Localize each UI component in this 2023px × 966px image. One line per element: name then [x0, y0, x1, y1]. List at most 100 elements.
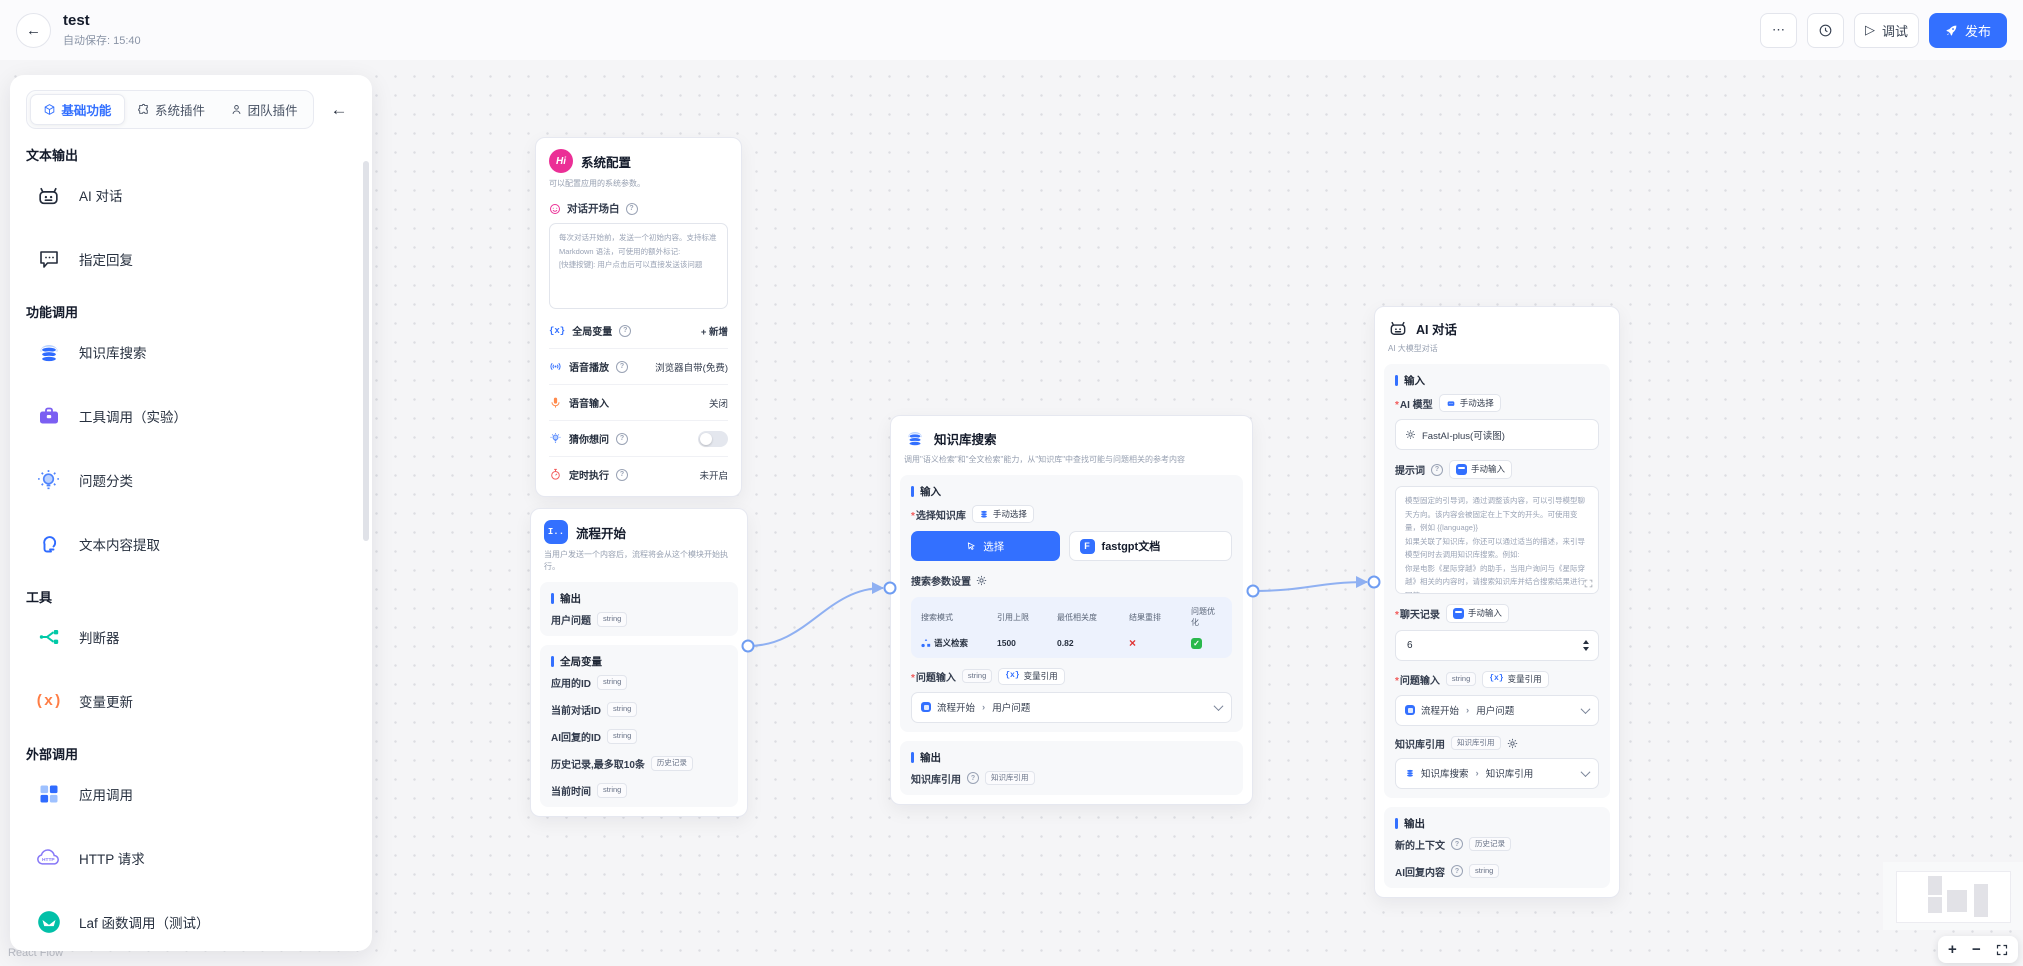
fastgpt-logo: [1079, 538, 1095, 554]
setting-row-tts[interactable]: 语音播放 浏览器自带(免费): [549, 348, 728, 384]
setting-row-voice-input[interactable]: 语音输入 关闭: [549, 384, 728, 420]
choose-dataset-button[interactable]: 选择: [911, 531, 1060, 561]
step-up-icon[interactable]: [1583, 640, 1589, 644]
badge-label: 变量引用: [1023, 671, 1058, 681]
history-value-input[interactable]: [1405, 639, 1583, 652]
search-params-table[interactable]: 搜索模式 引用上限 最低相关度 结果重排 问题优化 语义检索 1500 0.82: [911, 597, 1232, 658]
sidebar-item-dataset-search[interactable]: 知识库搜索: [26, 329, 356, 375]
handle-dataset-search-source[interactable]: [1246, 584, 1260, 598]
col-header: 最低相关度: [1057, 612, 1097, 622]
history-button[interactable]: [1806, 12, 1844, 48]
back-button[interactable]: ←: [16, 12, 51, 48]
prompt-textarea[interactable]: [1395, 486, 1599, 594]
flow-start-icon: [544, 520, 568, 544]
section-title: 输出: [1404, 817, 1425, 830]
sidebar-item-laf-function[interactable]: Laf 函数调用（测试）: [26, 899, 356, 945]
more-button[interactable]: ⋯: [1759, 12, 1797, 48]
item-label: Laf 函数调用（测试）: [79, 916, 210, 931]
type-tag: string: [597, 675, 628, 690]
item-label: 应用调用: [79, 788, 133, 803]
collapse-sidebar-button[interactable]: ←: [322, 93, 356, 127]
expand-icon[interactable]: [1584, 579, 1593, 588]
manual-select-badge[interactable]: 手动选择: [971, 505, 1034, 523]
dataset-mini-icon: [1407, 769, 1413, 777]
sidebar-item-classifier[interactable]: 判断器: [26, 614, 356, 660]
help-icon: [967, 772, 979, 784]
debug-button[interactable]: ▷ 调试: [1853, 12, 1919, 48]
add-variable-button[interactable]: + 新增: [700, 326, 728, 338]
variable-ref-badge[interactable]: 变量引用: [1482, 671, 1549, 688]
guess-question-toggle[interactable]: [698, 430, 728, 447]
field-label: 选择知识库: [911, 507, 966, 522]
quote-source-select[interactable]: 知识库搜索 知识库引用: [1395, 757, 1599, 789]
gear-icon: [976, 575, 987, 586]
chevron-down-icon: [1580, 766, 1591, 777]
history-number-input[interactable]: [1395, 630, 1599, 661]
model-logo-icon: [1406, 430, 1415, 439]
sidebar-item-variable-update[interactable]: (x) 变量更新: [26, 678, 356, 724]
sidebar-tabs-row: 基础功能 系统插件 团队插件 ←: [26, 90, 356, 129]
sidebar-scrollbar[interactable]: [363, 161, 369, 541]
cube-icon: [45, 104, 55, 115]
sidebar-item-question-classify[interactable]: 问题分类: [26, 457, 356, 503]
minimap[interactable]: [1897, 872, 2010, 922]
setting-row-guess-question[interactable]: 猜你想问: [549, 420, 728, 456]
handle-flow-start-source[interactable]: [741, 639, 755, 653]
search-params-label[interactable]: 搜索参数设置: [911, 573, 1232, 588]
collapse-icon: ←: [330, 99, 348, 119]
sidebar-item-tool-call[interactable]: 工具调用（实验）: [26, 393, 356, 439]
model-select[interactable]: FastAI-plus(可读图): [1395, 419, 1599, 450]
step-down-icon[interactable]: [1583, 647, 1589, 651]
variable-ref-badge[interactable]: 变量引用: [998, 668, 1065, 685]
manual-input-badge[interactable]: 手动输入: [1449, 460, 1513, 479]
sidebar-item-ai-chat[interactable]: AI 对话: [26, 172, 356, 218]
variables-icon: [1005, 672, 1019, 680]
number-steppers[interactable]: [1583, 640, 1589, 651]
bulb-icon: [550, 433, 561, 443]
breadcrumb-separator: [1466, 705, 1469, 716]
global-row: 应用的ID string: [551, 675, 727, 690]
section-bar: [911, 486, 914, 497]
setting-row-global-variables[interactable]: 全局变量 + 新增: [549, 313, 728, 348]
badge-label: 手动输入: [1467, 608, 1502, 619]
global-row: AI回复的ID string: [551, 729, 727, 744]
breadcrumb-separator: [982, 702, 985, 713]
setting-value: 关闭: [708, 398, 728, 410]
sidebar-item-http-request[interactable]: HTTP HTTP 请求: [26, 835, 356, 881]
gear-icon[interactable]: [1507, 738, 1518, 749]
question-field-label: 问题输入 string 变量引用: [1395, 671, 1599, 688]
item-label: 指定回复: [79, 253, 133, 268]
zoom-in-button[interactable]: +: [1948, 941, 1957, 958]
welcome-textarea[interactable]: [549, 223, 728, 309]
sidebar-item-specified-reply[interactable]: 指定回复: [26, 236, 356, 282]
zoom-out-button[interactable]: −: [1972, 941, 1981, 958]
global-variables-card: 全局变量 应用的ID string 当前对话ID string AI回复的ID str…: [540, 645, 738, 807]
question-source-select[interactable]: 流程开始 用户问题: [911, 691, 1232, 723]
welcome-icon: [550, 203, 560, 214]
sidebar-item-app-call[interactable]: 应用调用: [26, 771, 356, 817]
sidebar-item-content-extract[interactable]: 文本内容提取: [26, 521, 356, 567]
question-source-select[interactable]: 流程开始 用户问题: [1395, 694, 1599, 726]
branch-icon: [39, 630, 58, 644]
tab-team-plugins[interactable]: 团队插件: [217, 94, 310, 125]
manual-input-badge[interactable]: 手动输入: [1445, 604, 1509, 623]
handle-ai-chat-target[interactable]: [1367, 575, 1381, 589]
node-ai-chat[interactable]: AI 对话 AI 大模型对话 输入 AI 模型 手动选择 FastAI-plus…: [1374, 306, 1620, 898]
section-title: 输出: [560, 593, 581, 605]
publish-button[interactable]: 发布: [1928, 12, 2007, 48]
selected-dataset-card[interactable]: fastgpt文档: [1068, 531, 1232, 561]
section-title: 输出: [920, 751, 941, 764]
handle-dataset-search-target[interactable]: [883, 581, 897, 595]
node-dataset-search[interactable]: 知识库搜索 调用"语义检索"和"全文检索"能力，从"知识库"中查找可能与问题相关…: [890, 415, 1253, 805]
tab-label: 系统插件: [155, 104, 206, 118]
node-flow-start[interactable]: 流程开始 当用户发送一个内容后，流程将会从这个模块开始执行。 输出 用户问题 s…: [530, 508, 748, 817]
section-bar: [551, 593, 554, 604]
tab-system-plugins[interactable]: 系统插件: [125, 94, 218, 125]
node-system-config[interactable]: 系统配置 可以配置应用的系统参数。 对话开场白 全局变量 + 新增 语音播放: [535, 137, 742, 497]
tab-basic-modules[interactable]: 基础功能: [30, 94, 125, 125]
fit-view-button[interactable]: [1996, 944, 2008, 956]
setting-row-schedule[interactable]: 定时执行 未开启: [549, 456, 728, 492]
input-card: 输入 AI 模型 手动选择 FastAI-plus(可读图) 提示词 手动输入: [1384, 364, 1610, 798]
manual-select-badge[interactable]: 手动选择: [1438, 394, 1501, 412]
